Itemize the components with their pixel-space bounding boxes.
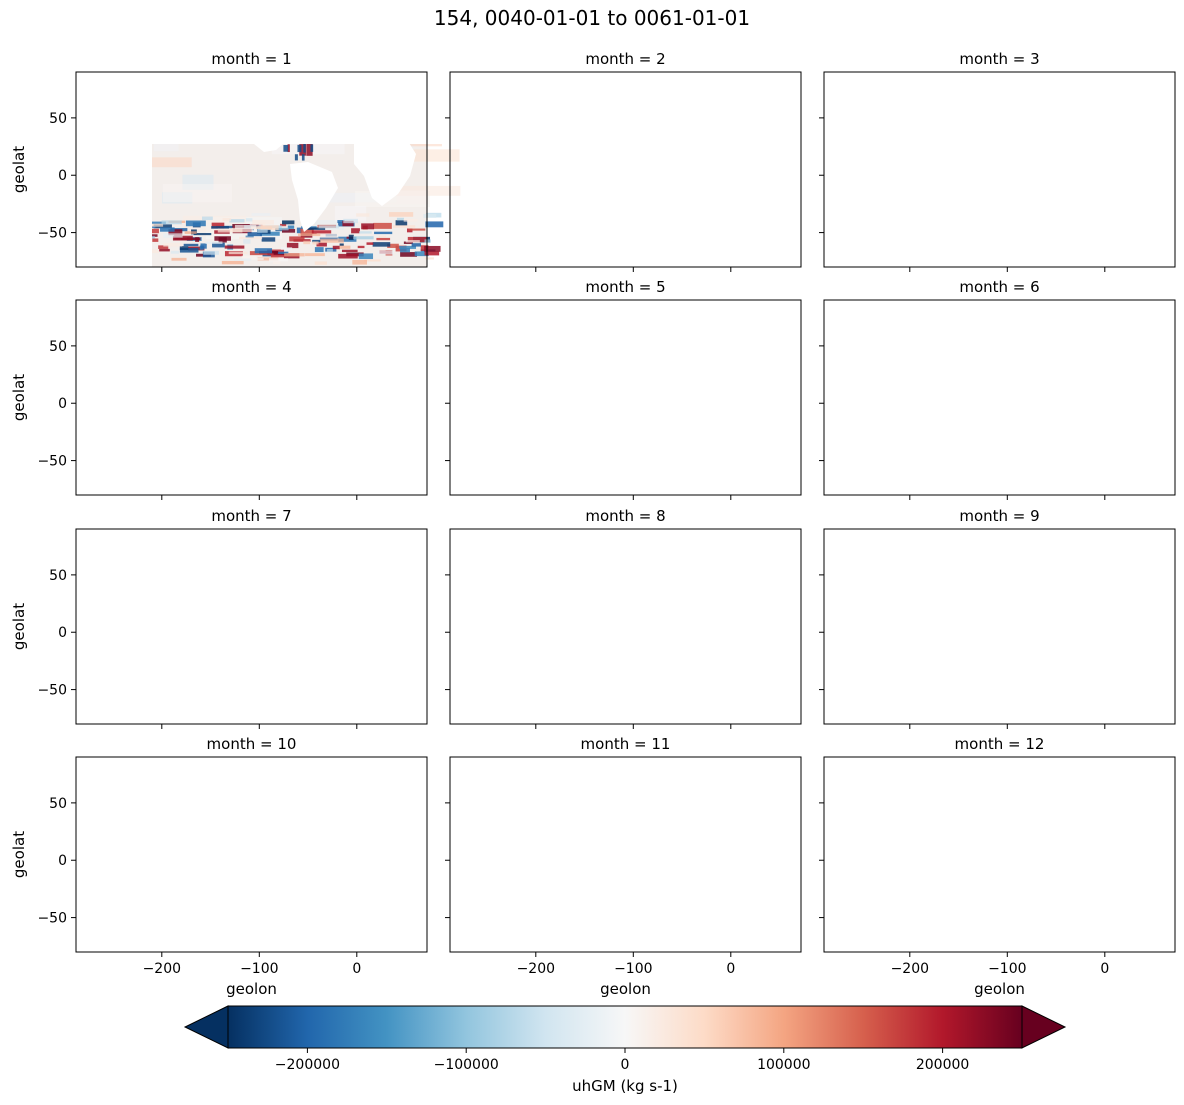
x-tick-label: −100 [614,961,652,977]
y-axis-label: geolat [10,146,28,193]
panel-title: month = 12 [955,735,1045,753]
heatmap-field [450,757,833,952]
y-axis-label: geolat [10,831,28,878]
panel-title: month = 8 [585,507,665,525]
panel-frame [75,528,428,725]
panel-title: month = 1 [211,50,291,68]
colorbar-tick-label: −200000 [275,1057,340,1073]
x-tick-label: 0 [352,961,361,977]
panel-frame [449,756,802,953]
panel-frame [449,528,802,725]
y-tick-label: 50 [49,796,67,812]
colorbar-label: uhGM (kg s-1) [572,1077,678,1095]
y-tick-label: 0 [58,168,67,184]
panel-title: month = 10 [207,735,297,753]
x-axis-label: geolon [226,980,277,998]
heatmap-field [824,300,1184,495]
panel-title: month = 6 [959,278,1039,296]
heatmap-field [76,300,450,495]
y-tick-label: 50 [49,568,67,584]
colorbar-tick-label: 200000 [916,1057,969,1073]
y-tick-label: −50 [37,683,67,699]
y-axis-label: geolat [10,374,28,421]
figure-title: 154, 0040-01-01 to 0061-01-01 [433,6,751,30]
panel-frame [75,299,428,496]
panel-frame [449,71,802,268]
panel-frame [823,528,1176,725]
panel-title: month = 4 [211,278,291,296]
heatmap-field [76,529,481,724]
x-axis-label: geolon [600,980,651,998]
y-tick-label: 50 [49,339,67,355]
x-tick-label: −200 [517,961,555,977]
heatmap-field [76,757,485,952]
x-tick-label: 0 [1100,961,1109,977]
heatmap-field [824,529,1184,724]
y-axis-label: geolat [10,603,28,650]
panel-title: month = 7 [211,507,291,525]
x-tick-label: −100 [988,961,1026,977]
heatmap-field [450,72,838,267]
heatmap-field [450,300,855,495]
x-tick-label: −200 [891,961,929,977]
panel-frame [823,71,1176,268]
panel-frame [823,299,1176,496]
panel-frame [75,756,428,953]
colorbar-body [228,1006,1022,1048]
y-tick-label: 0 [58,853,67,869]
panel-frame [75,71,428,268]
colorbar-tick-label: 100000 [757,1057,810,1073]
y-tick-label: −50 [37,454,67,470]
y-tick-label: 50 [49,111,67,127]
panel-title: month = 5 [585,278,665,296]
panel-title: month = 2 [585,50,665,68]
colorbar-tick-label: −100000 [434,1057,499,1073]
heatmap-field [152,144,461,267]
heatmap-field [450,529,848,724]
y-tick-label: 0 [58,625,67,641]
panel-title: month = 3 [959,50,1039,68]
y-tick-label: 0 [58,396,67,412]
colorbar-tick-label: 0 [621,1057,630,1073]
panel-frame [449,299,802,496]
x-tick-label: −200 [143,961,181,977]
panel-title: month = 11 [581,735,671,753]
heatmap-field [824,757,1184,952]
x-tick-label: −100 [240,961,278,977]
x-tick-label: 0 [726,961,735,977]
panel-title: month = 9 [959,507,1039,525]
y-tick-label: −50 [37,911,67,927]
colorbar-extend-low [183,1005,229,1049]
panel-frame [823,756,1176,953]
x-axis-label: geolon [974,980,1025,998]
heatmap-field [824,72,1184,267]
colorbar-extend-high [1021,1005,1067,1049]
y-tick-label: −50 [37,226,67,242]
